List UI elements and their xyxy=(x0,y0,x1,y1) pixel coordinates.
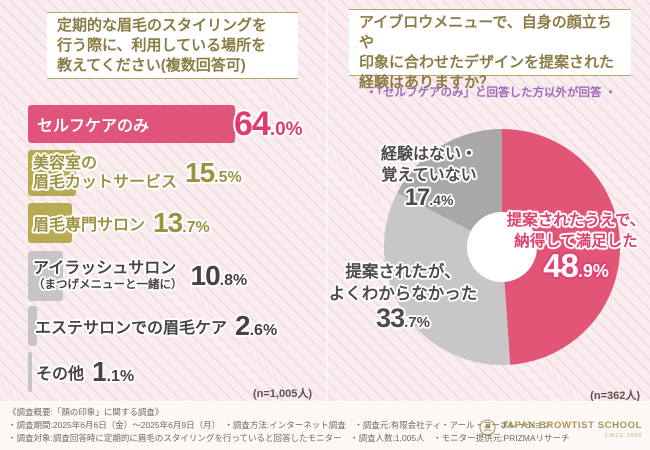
brand-logo-text: JAPAN BROWTIST SCHOOL xyxy=(501,420,642,431)
survey-line: ・調査期間:2025年6月6日（金）～2025年6月9日（月） ・調査方法:イン… xyxy=(8,420,551,430)
bar-row-other: その他 1.1% xyxy=(28,352,320,392)
pie-label-unclear: 提案されたが、 よくわからなかった 33.7% xyxy=(318,261,488,334)
bar-label-selfcare: セルフケアのみ xyxy=(37,118,150,135)
right-chart-subtitle: ・「セルフケアのみ」と回答した方以外が回答 ・ xyxy=(365,87,617,99)
bar-value-esthetic: 2.6% xyxy=(235,310,278,341)
bar-label-browsalon: 眉毛専門サロン xyxy=(33,217,146,234)
bar-label-eyelash: アイラッシュサロン （まつげメニューと一緒に） xyxy=(33,260,183,291)
survey-line: ・調査対象:調査回答時に定期的に眉毛のスタイリングを行っていると回答したモニター… xyxy=(8,433,570,443)
pie-label-satisfied: 提案されたうえで、 納得して満足した 48.9% xyxy=(503,210,649,283)
bar-browsalon xyxy=(28,203,72,243)
panel-divider xyxy=(326,0,328,401)
footer: 《調査概要:「顔の印象」に関する調査》 ・調査期間:2025年6月6日（金）～2… xyxy=(0,401,650,450)
bar-selfcare xyxy=(28,105,235,143)
pie-value-satisfied: 48.9% xyxy=(543,247,609,284)
pie-slice-noexperience xyxy=(397,129,502,247)
right-question-line: 経験はありますか？ xyxy=(359,74,495,91)
bar-value-browsalon: 13.7% xyxy=(153,207,210,238)
right-question-box: アイブロウメニューで、自身の顔立ちや 印象に合わせたデザインを提案された 経験は… xyxy=(349,9,631,91)
bar-row-eyelash: アイラッシュサロン （まつげメニューと一緒に） 10.8% xyxy=(28,251,320,301)
survey-line: 《調査概要:「顔の印象」に関する調査》 xyxy=(8,407,164,417)
left-sample-note: (n=1,005人) xyxy=(253,388,312,400)
left-question-line: 教えてください(複数回答可) xyxy=(57,57,246,74)
brand-logo-tagline: SINCE 2008 xyxy=(604,433,642,439)
bar-value-selfcare: 64.0% xyxy=(234,104,303,143)
bar-hairsalon xyxy=(28,150,76,196)
bar-value-other: 1.1% xyxy=(92,356,135,387)
bar-value-hairsalon: 15.5% xyxy=(185,157,242,188)
donut-hole xyxy=(467,212,537,282)
right-question-line: 印象に合わせたデザインを提案された xyxy=(359,54,615,71)
bar-label-esthetic: エステサロンでの眉毛ケア xyxy=(35,320,228,337)
left-question-line: 定期的な眉毛のスタイリングを xyxy=(57,17,268,34)
pie-slice-satisfied xyxy=(502,129,621,365)
bar-row-selfcare: セルフケアのみ 64.0% xyxy=(28,105,320,143)
pie-value-noexperience: 17.4% xyxy=(404,184,454,211)
left-question-line: 行う際に、利用している場所を xyxy=(57,37,267,54)
bar-row-browsalon: 眉毛専門サロン 13.7% xyxy=(28,203,320,243)
donut-chart xyxy=(383,129,621,366)
bar-row-hairsalon: 美容室の 眉毛カットサービス 15.5% xyxy=(28,150,320,196)
right-sample-note: (n=362人) xyxy=(590,390,640,402)
donut-chart-svg xyxy=(383,129,621,366)
pie-label-noexperience: 経験はない・ 覚えていない 17.4% xyxy=(349,144,509,211)
pie-value-unclear: 33.7% xyxy=(376,303,430,333)
bar-label-other: その他 xyxy=(36,366,85,383)
bar-other xyxy=(28,352,32,392)
bar-eyelash xyxy=(28,251,63,301)
bar-value-eyelash: 10.8% xyxy=(190,260,248,291)
bar-label-hairsalon: 美容室の 眉毛カットサービス xyxy=(33,155,178,191)
bar-row-esthetic: エステサロンでの眉毛ケア 2.6% xyxy=(28,306,320,346)
brand-logo: JAPAN BROWTIST SCHOOL SINCE 2008 xyxy=(479,415,642,439)
survey-overview: 《調査概要:「顔の印象」に関する調査》 ・調査期間:2025年6月6日（金）～2… xyxy=(8,406,570,445)
right-question-line: アイブロウメニューで、自身の顔立ちや xyxy=(359,14,612,51)
bar-esthetic xyxy=(28,306,37,346)
left-question-box: 定期的な眉毛のスタイリングを 行う際に、利用している場所を 教えてください(複数… xyxy=(47,12,298,79)
brand-emblem-icon xyxy=(479,418,496,436)
